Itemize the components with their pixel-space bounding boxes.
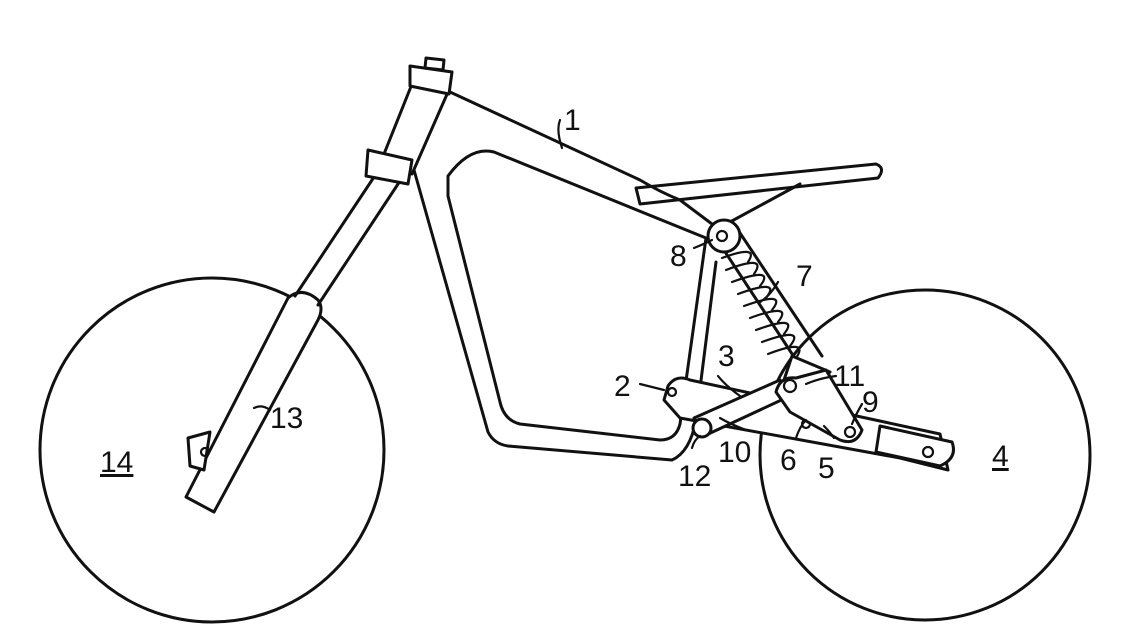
front-fork xyxy=(186,58,452,512)
label-frame: 1 xyxy=(564,104,581,137)
label-swing-arm-pivot: 6 xyxy=(780,444,797,477)
label-upper-shock-mount: 8 xyxy=(670,240,687,273)
label-lower-link-pivot: 12 xyxy=(678,460,711,493)
label-front-fork: 13 xyxy=(270,402,303,435)
label-rear-wheel: 4 xyxy=(992,440,1009,473)
label-upper-link: 3 xyxy=(718,340,735,373)
label-lower-link: 10 xyxy=(718,436,751,469)
label-rocker-shock-pivot: 11 xyxy=(834,360,865,393)
label-pivot-bracket: 2 xyxy=(614,370,631,403)
label-front-wheel: 14 xyxy=(100,446,133,479)
swing-arm-linkage xyxy=(664,370,954,470)
label-swing-arm: 5 xyxy=(818,452,835,485)
label-shock-absorber: 7 xyxy=(796,260,813,293)
